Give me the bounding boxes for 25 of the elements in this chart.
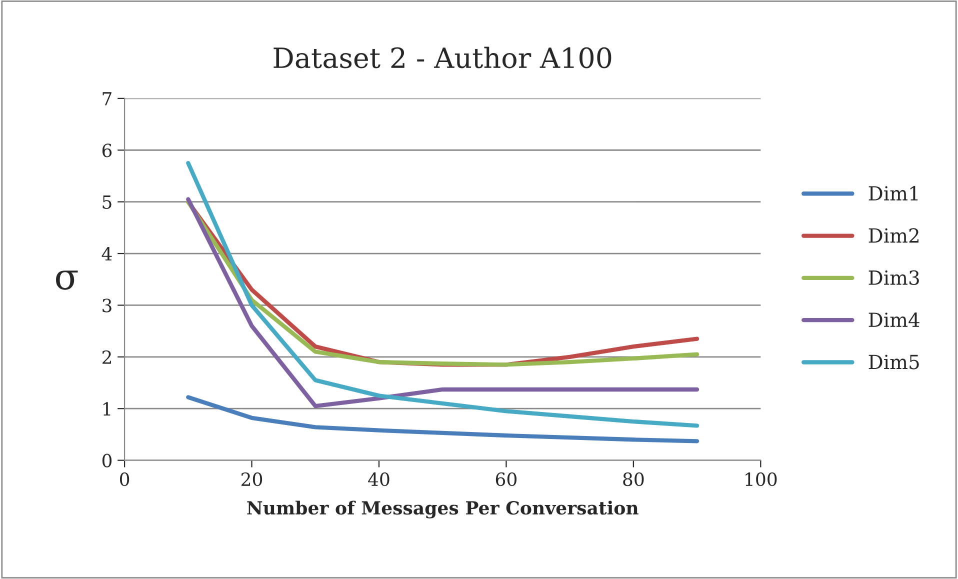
line-series xyxy=(186,395,700,444)
y-tick-label: 6 xyxy=(102,144,112,158)
y-tick-label: 5 xyxy=(102,196,112,209)
legend-label: Dim4 xyxy=(868,312,920,327)
x-tick-label: 20 xyxy=(242,472,262,486)
line-series xyxy=(186,197,700,408)
line-series xyxy=(186,160,700,428)
y-tick-label: 7 xyxy=(102,92,112,106)
y-axis-title: σ xyxy=(56,270,78,290)
y-tick-label: 3 xyxy=(102,298,112,312)
x-axis-title: Number of Messages Per Conversation xyxy=(247,500,638,518)
x-tick-label: 60 xyxy=(496,472,516,486)
chart-title: Dataset 2 - Author A100 xyxy=(274,46,612,68)
x-tick-label: 100 xyxy=(746,472,777,486)
legend-label: Dim3 xyxy=(868,270,919,286)
legend-label: Dim1 xyxy=(868,186,918,200)
y-tick-label: 1 xyxy=(103,402,110,416)
legend-label: Dim5 xyxy=(868,354,919,370)
y-tick-label: 0 xyxy=(102,454,112,468)
y-tick-label: 4 xyxy=(102,246,112,260)
legend-label: Dim2 xyxy=(868,228,918,243)
x-tick-label: 40 xyxy=(368,472,390,486)
x-tick-label: 0 xyxy=(120,472,130,486)
x-tick-label: 80 xyxy=(623,472,644,486)
y-tick-label: 2 xyxy=(102,350,111,364)
